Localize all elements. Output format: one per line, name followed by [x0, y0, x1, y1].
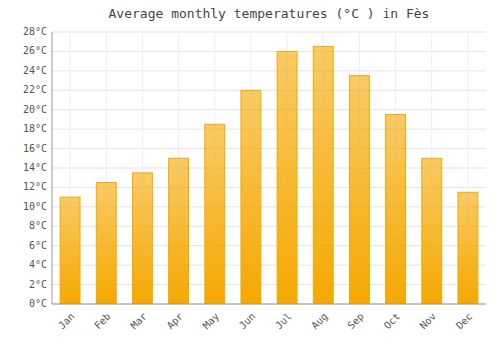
x-tick-label: Mar	[128, 311, 149, 332]
x-tick-label: Jun	[237, 311, 258, 332]
y-tick-label: 18°C	[23, 123, 47, 134]
grid-line-y	[52, 284, 486, 285]
grid-line-y	[52, 168, 486, 169]
bar	[241, 90, 261, 304]
grid-line-y	[52, 148, 486, 149]
y-tick-label: 12°C	[23, 181, 47, 192]
y-tick-label: 20°C	[23, 104, 47, 115]
bar	[422, 158, 442, 304]
bar	[349, 76, 369, 304]
bar	[96, 183, 116, 304]
x-tick-label: Sep	[345, 311, 366, 332]
axes: 0°C 2°C 4°C 6°C 8°C 10°C 12°C 14°C 16°C 18°C 20°C 2…	[23, 26, 486, 331]
bar	[458, 192, 478, 304]
grid	[52, 32, 486, 304]
x-tick-label: Jul	[273, 311, 294, 332]
title: Average monthly temperatures (°C ) in Fè…	[109, 6, 430, 21]
y-axis-line	[52, 32, 53, 304]
grid-line-y	[52, 90, 486, 91]
x-tick-label: Nov	[418, 311, 439, 332]
grid-line-y	[52, 70, 486, 71]
y-tick-label: 14°C	[23, 162, 47, 173]
x-tick-label: Dec	[454, 311, 475, 332]
grid-line-y	[52, 129, 486, 130]
y-tick-label: 10°C	[23, 201, 47, 212]
x-tick-label: Aug	[309, 311, 330, 332]
y-tick-label: 4°C	[29, 259, 47, 270]
grid-line-y	[52, 187, 486, 188]
x-tick-label: Oct	[382, 311, 403, 332]
y-tick-label: 6°C	[29, 240, 47, 251]
bar	[386, 115, 406, 304]
grid-line-y	[52, 304, 486, 305]
grid-line-y	[52, 245, 486, 246]
x-tick-label: Apr	[165, 311, 186, 332]
grid-line-y	[52, 109, 486, 110]
x-axis-line	[52, 304, 486, 305]
x-tick-label: Feb	[92, 311, 113, 332]
bar	[205, 124, 225, 304]
x-tick-label: May	[201, 311, 222, 332]
grid-line-y	[52, 206, 486, 207]
y-tick-label: 22°C	[23, 84, 47, 95]
y-tick-label: 24°C	[23, 65, 47, 76]
bar	[60, 197, 80, 304]
bar	[132, 173, 152, 304]
y-tick-label: 8°C	[29, 220, 47, 231]
y-tick-label: 26°C	[23, 45, 47, 56]
y-tick-label: 28°C	[23, 26, 47, 37]
grid-line-y	[52, 32, 486, 33]
y-tick-label: 0°C	[29, 298, 47, 309]
grid-line-y	[52, 51, 486, 52]
y-tick-label: 16°C	[23, 143, 47, 154]
grid-line-y	[52, 265, 486, 266]
chart-container: 0°C 2°C 4°C 6°C 8°C 10°C 12°C 14°C 16°C 18°C 20°C 2…	[0, 0, 500, 350]
grid-line-y	[52, 226, 486, 227]
bar	[313, 47, 333, 304]
bar	[169, 158, 189, 304]
y-tick-label: 2°C	[29, 279, 47, 290]
bars	[60, 47, 478, 304]
x-tick-label: Jan	[56, 311, 77, 332]
bar	[277, 51, 297, 304]
chart-svg: 0°C 2°C 4°C 6°C 8°C 10°C 12°C 14°C 16°C 18°C 20°C 2…	[0, 0, 500, 350]
